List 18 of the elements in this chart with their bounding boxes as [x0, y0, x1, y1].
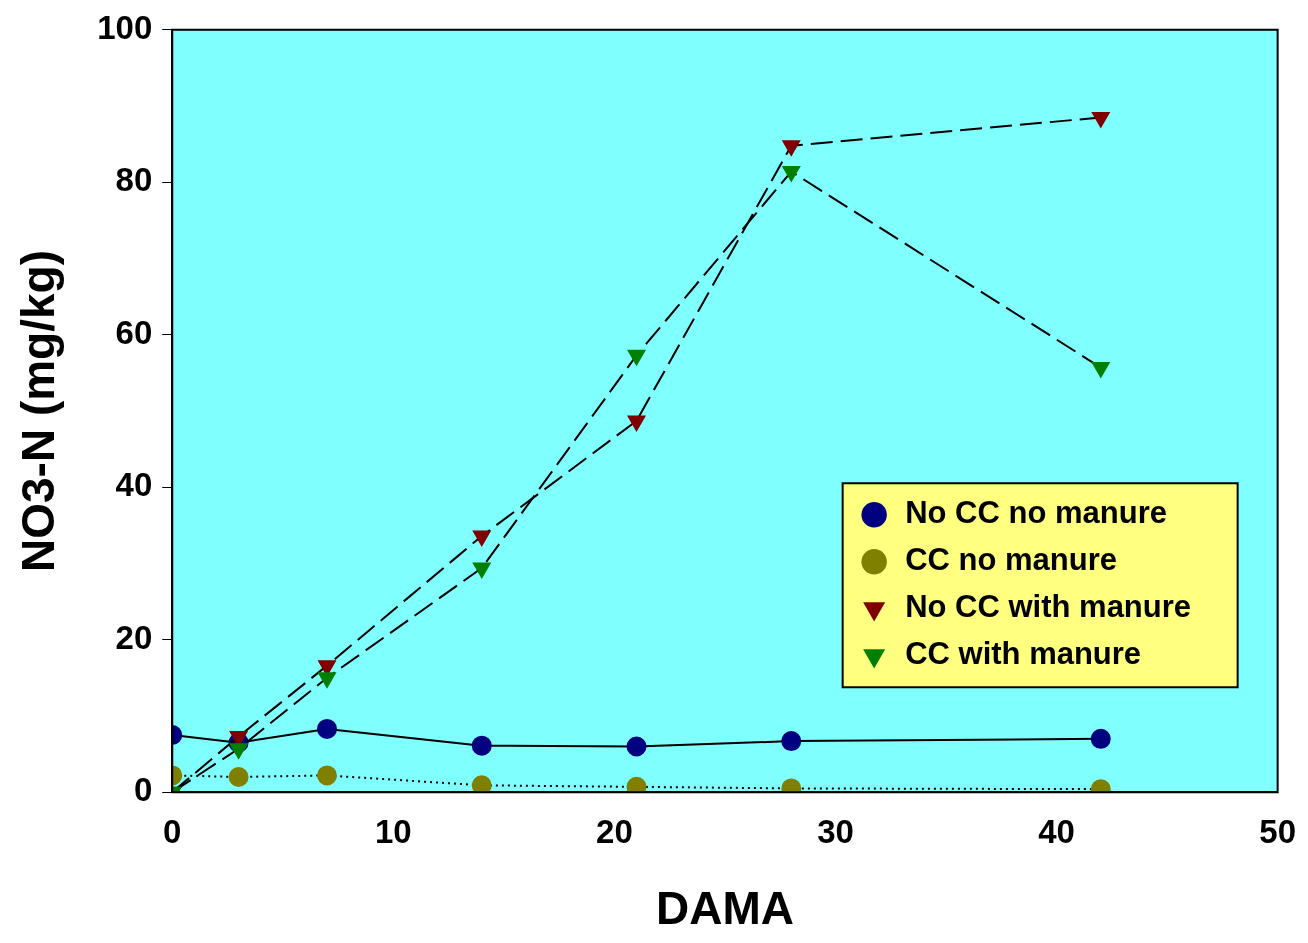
- x-tick-label: 10: [374, 813, 412, 851]
- y-tick-label: 20: [115, 618, 153, 656]
- y-tick-label: 60: [115, 313, 153, 351]
- y-tick-label: 80: [115, 161, 153, 199]
- x-axis-title: DAMA: [655, 882, 794, 935]
- legend-label: CC with manure: [905, 636, 1142, 672]
- x-tick-label: 50: [1259, 813, 1297, 851]
- x-tick-label: 0: [163, 813, 182, 851]
- x-tick-label: 20: [596, 813, 633, 851]
- y-axis-title: NO3-N (mg/kg): [12, 250, 65, 572]
- x-tick-label: 40: [1038, 813, 1075, 851]
- y-tick-label: 100: [97, 8, 153, 46]
- y-tick-label: 40: [115, 466, 153, 504]
- legend-label: No CC no manure: [905, 495, 1167, 531]
- x-tick-label: 30: [817, 813, 854, 851]
- y-tick-label: 0: [133, 771, 153, 809]
- legend-label: No CC with manure: [905, 589, 1192, 625]
- legend-label: CC no manure: [905, 542, 1118, 578]
